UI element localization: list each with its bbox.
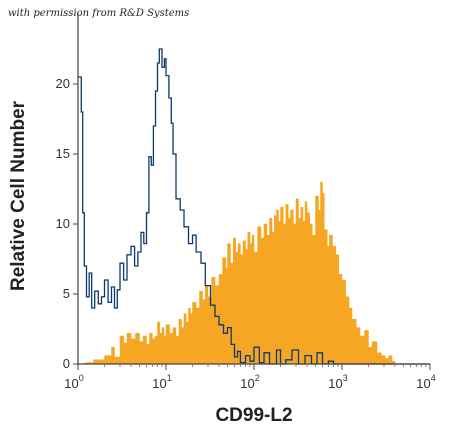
y-tick-label: 5 — [63, 286, 70, 301]
x-tick-label: 103 — [328, 373, 347, 391]
y-tick-label: 10 — [56, 216, 70, 231]
x-tick-label: 100 — [64, 373, 83, 391]
y-axis-title: Relative Cell Number — [8, 100, 29, 291]
stained-histogram-area — [78, 181, 430, 365]
series-layer — [78, 48, 430, 365]
x-axis-title: CD99-L2 — [215, 405, 292, 426]
y-tick-label: 20 — [56, 76, 70, 91]
x-tick-label: 104 — [416, 373, 435, 391]
isotype-histogram-outline — [78, 48, 430, 365]
y-tick-label: 15 — [56, 146, 70, 161]
y-tick-label: 0 — [63, 356, 70, 371]
axes-layer: 0 5 10 15 20 100 101 102 103 104 — [56, 14, 436, 391]
x-tick-label: 102 — [240, 373, 259, 391]
permission-credit: with permission from R&D Systems — [8, 8, 190, 19]
x-tick-label: 101 — [152, 373, 171, 391]
